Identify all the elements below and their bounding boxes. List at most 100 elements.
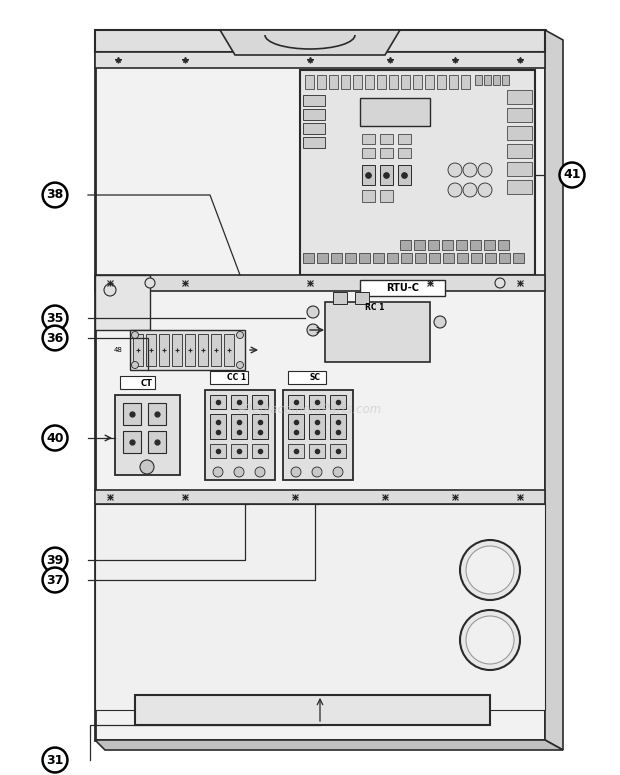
FancyBboxPatch shape bbox=[345, 253, 356, 263]
FancyBboxPatch shape bbox=[507, 126, 532, 140]
FancyBboxPatch shape bbox=[470, 240, 481, 250]
FancyBboxPatch shape bbox=[309, 414, 325, 439]
Text: 36: 36 bbox=[46, 332, 64, 345]
FancyBboxPatch shape bbox=[507, 144, 532, 158]
FancyBboxPatch shape bbox=[210, 414, 226, 439]
Circle shape bbox=[131, 332, 138, 339]
FancyBboxPatch shape bbox=[355, 292, 369, 304]
FancyBboxPatch shape bbox=[456, 240, 467, 250]
FancyBboxPatch shape bbox=[493, 75, 500, 85]
FancyBboxPatch shape bbox=[401, 75, 410, 89]
FancyBboxPatch shape bbox=[133, 334, 143, 366]
FancyBboxPatch shape bbox=[205, 390, 275, 480]
FancyBboxPatch shape bbox=[309, 444, 325, 458]
FancyBboxPatch shape bbox=[362, 148, 375, 158]
Text: SC: SC bbox=[309, 374, 321, 383]
Circle shape bbox=[307, 324, 319, 336]
Circle shape bbox=[234, 467, 244, 477]
FancyBboxPatch shape bbox=[330, 395, 346, 409]
FancyBboxPatch shape bbox=[159, 334, 169, 366]
FancyBboxPatch shape bbox=[135, 695, 490, 725]
FancyBboxPatch shape bbox=[303, 109, 325, 120]
Circle shape bbox=[140, 460, 154, 474]
Circle shape bbox=[333, 467, 343, 477]
FancyBboxPatch shape bbox=[353, 75, 362, 89]
Circle shape bbox=[466, 546, 514, 594]
FancyBboxPatch shape bbox=[252, 444, 268, 458]
FancyBboxPatch shape bbox=[288, 414, 304, 439]
FancyBboxPatch shape bbox=[95, 30, 545, 740]
Circle shape bbox=[236, 361, 244, 368]
FancyBboxPatch shape bbox=[231, 395, 247, 409]
Text: eReplacementParts.com: eReplacementParts.com bbox=[238, 404, 382, 416]
FancyBboxPatch shape bbox=[387, 253, 398, 263]
Circle shape bbox=[255, 467, 265, 477]
Circle shape bbox=[312, 467, 322, 477]
FancyBboxPatch shape bbox=[428, 240, 439, 250]
FancyBboxPatch shape bbox=[95, 52, 545, 68]
Text: 35: 35 bbox=[46, 312, 64, 325]
FancyBboxPatch shape bbox=[380, 134, 393, 144]
FancyBboxPatch shape bbox=[389, 75, 398, 89]
FancyBboxPatch shape bbox=[499, 253, 510, 263]
FancyBboxPatch shape bbox=[123, 403, 141, 425]
Circle shape bbox=[448, 183, 462, 197]
Text: 38: 38 bbox=[46, 188, 64, 202]
FancyBboxPatch shape bbox=[283, 390, 353, 480]
Text: CT: CT bbox=[141, 378, 153, 388]
Circle shape bbox=[291, 467, 301, 477]
FancyBboxPatch shape bbox=[398, 134, 411, 144]
FancyBboxPatch shape bbox=[414, 240, 425, 250]
Circle shape bbox=[466, 616, 514, 664]
Circle shape bbox=[434, 316, 446, 328]
FancyBboxPatch shape bbox=[210, 371, 248, 384]
FancyBboxPatch shape bbox=[400, 240, 411, 250]
Circle shape bbox=[131, 361, 138, 368]
Text: RTU-C: RTU-C bbox=[386, 283, 420, 293]
FancyBboxPatch shape bbox=[172, 334, 182, 366]
FancyBboxPatch shape bbox=[211, 334, 221, 366]
FancyBboxPatch shape bbox=[300, 70, 535, 275]
FancyBboxPatch shape bbox=[461, 75, 470, 89]
FancyBboxPatch shape bbox=[325, 302, 430, 362]
FancyBboxPatch shape bbox=[330, 414, 346, 439]
FancyBboxPatch shape bbox=[210, 444, 226, 458]
FancyBboxPatch shape bbox=[380, 190, 393, 202]
Text: 39: 39 bbox=[46, 553, 64, 567]
FancyBboxPatch shape bbox=[185, 334, 195, 366]
FancyBboxPatch shape bbox=[329, 75, 338, 89]
FancyBboxPatch shape bbox=[341, 75, 350, 89]
FancyBboxPatch shape bbox=[303, 95, 325, 106]
FancyBboxPatch shape bbox=[123, 431, 141, 453]
Text: 31: 31 bbox=[46, 753, 64, 766]
FancyBboxPatch shape bbox=[362, 134, 375, 144]
FancyBboxPatch shape bbox=[224, 334, 234, 366]
FancyBboxPatch shape bbox=[457, 253, 468, 263]
FancyBboxPatch shape bbox=[362, 190, 375, 202]
FancyBboxPatch shape bbox=[507, 90, 532, 104]
Polygon shape bbox=[545, 30, 563, 750]
FancyBboxPatch shape bbox=[449, 75, 458, 89]
Text: CC 1: CC 1 bbox=[228, 374, 247, 383]
FancyBboxPatch shape bbox=[303, 123, 325, 134]
Text: 48: 48 bbox=[113, 347, 122, 353]
FancyBboxPatch shape bbox=[507, 162, 532, 176]
FancyBboxPatch shape bbox=[475, 75, 482, 85]
Text: 37: 37 bbox=[46, 574, 64, 587]
FancyBboxPatch shape bbox=[437, 75, 446, 89]
FancyBboxPatch shape bbox=[502, 75, 509, 85]
Polygon shape bbox=[95, 740, 563, 750]
FancyBboxPatch shape bbox=[148, 431, 166, 453]
Circle shape bbox=[448, 163, 462, 177]
Circle shape bbox=[145, 278, 155, 288]
FancyBboxPatch shape bbox=[513, 253, 524, 263]
FancyBboxPatch shape bbox=[443, 253, 454, 263]
Circle shape bbox=[213, 467, 223, 477]
Circle shape bbox=[463, 163, 477, 177]
FancyBboxPatch shape bbox=[471, 253, 482, 263]
Circle shape bbox=[478, 163, 492, 177]
FancyBboxPatch shape bbox=[95, 504, 545, 710]
FancyBboxPatch shape bbox=[95, 275, 150, 330]
FancyBboxPatch shape bbox=[288, 395, 304, 409]
Circle shape bbox=[463, 183, 477, 197]
